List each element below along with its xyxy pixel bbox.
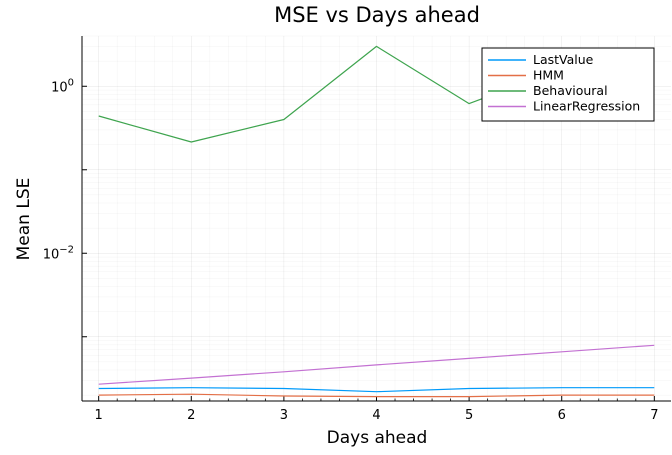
y-tick-label: 100 xyxy=(51,77,74,95)
x-tick-label: 1 xyxy=(95,408,103,423)
y-axis-label: Mean LSE xyxy=(14,178,34,261)
chart-title: MSE vs Days ahead xyxy=(274,3,480,27)
x-tick-label: 2 xyxy=(187,408,195,423)
x-tick-label: 7 xyxy=(650,408,658,423)
legend-label: LastValue xyxy=(533,52,594,67)
legend-label: HMM xyxy=(533,68,564,83)
x-tick-label: 4 xyxy=(372,408,380,423)
y-tick-labels: 100 10−2 xyxy=(43,77,74,262)
series-line-hmm xyxy=(98,393,655,398)
x-axis-label: Days ahead xyxy=(327,428,428,448)
legend-label: LinearRegression xyxy=(533,99,640,114)
x-tick-labels: 1 2 3 4 5 6 7 xyxy=(95,408,659,423)
minor-grid xyxy=(82,35,671,401)
series-lines xyxy=(98,45,655,398)
y-tick-label: 10−2 xyxy=(43,244,74,262)
x-tick-label: 5 xyxy=(465,408,473,423)
axes xyxy=(81,36,671,402)
x-tick-label: 6 xyxy=(558,408,566,423)
x-tick-label: 3 xyxy=(280,408,288,423)
series-line-lastvalue xyxy=(98,387,655,393)
legend-label: Behavioural xyxy=(533,83,608,98)
series-line-linearregression xyxy=(98,344,655,385)
